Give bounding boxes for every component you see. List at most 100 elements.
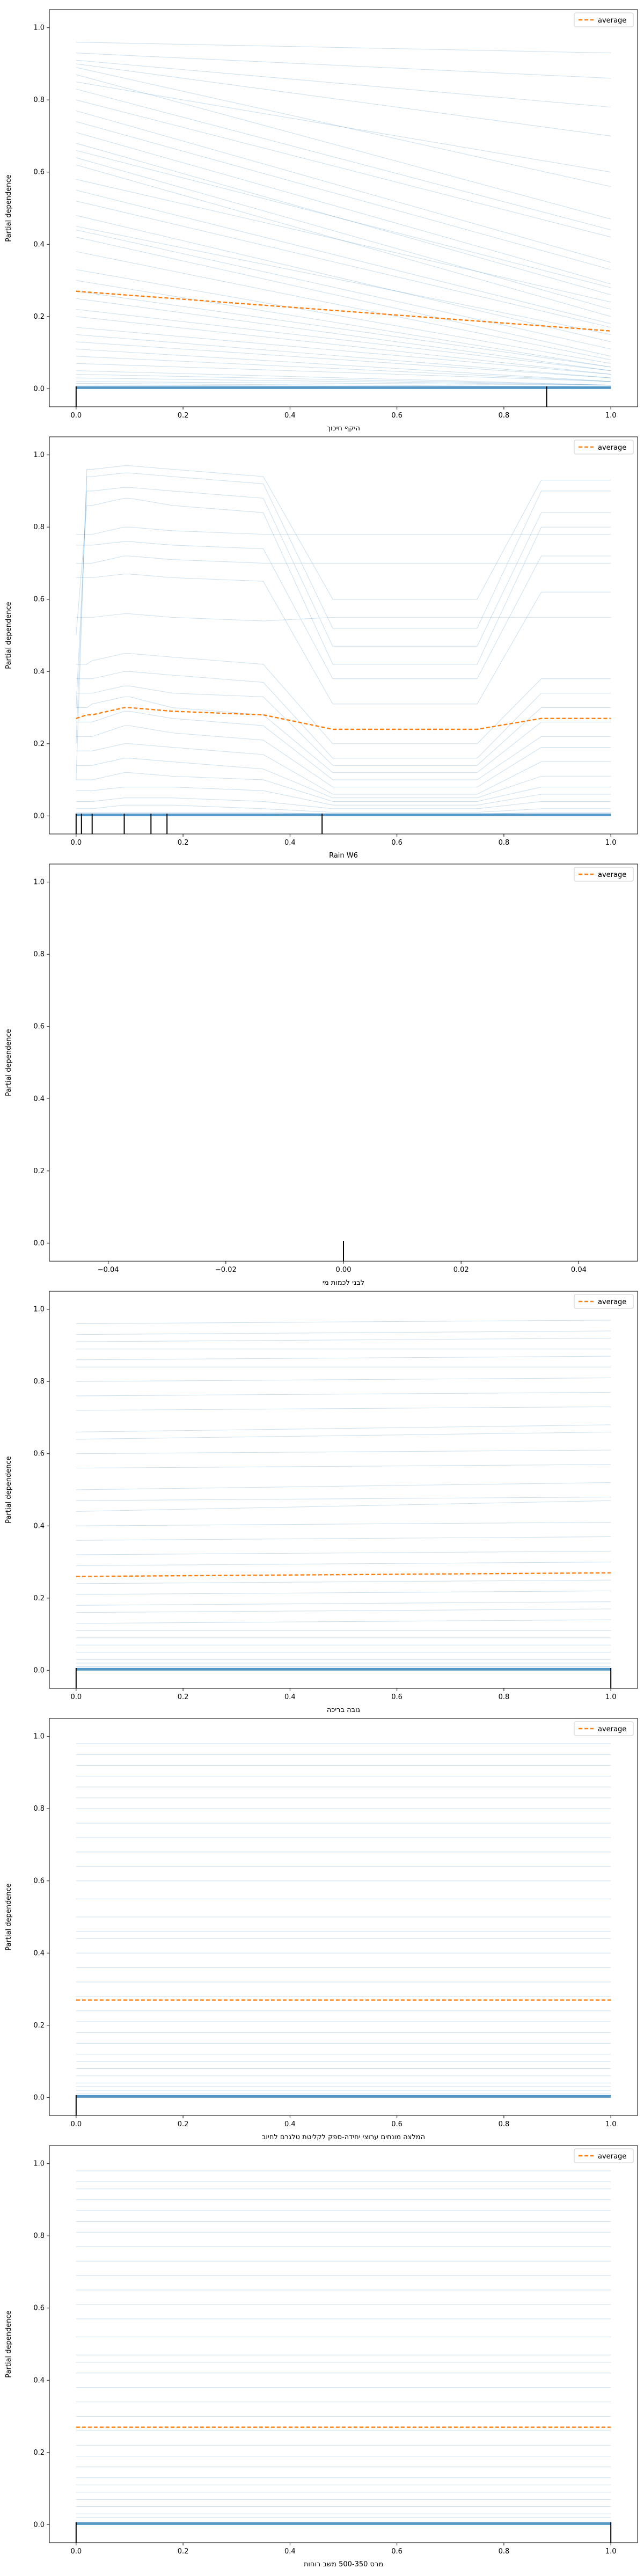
y-axis-label: Partial dependence — [5, 2310, 13, 2377]
ice-line — [76, 497, 611, 665]
ice-line — [76, 555, 611, 564]
axes-frame — [49, 1291, 638, 1689]
ice-line — [76, 374, 611, 386]
y-tick-label: 0.8 — [33, 2232, 45, 2240]
ice-line — [76, 179, 611, 303]
chart-panel-6: 0.0 0.2 0.4 0.6 0.8 1.0 0.0 0.2 0.4 0.6 0.8 1.0 מרס … — [5, 2145, 638, 2568]
ice-line — [76, 1320, 611, 1324]
y-tick-label: 0.6 — [33, 2304, 45, 2312]
x-tick-label: 0.6 — [391, 412, 402, 420]
ice-line — [76, 1337, 611, 1342]
x-tick-label: 0.2 — [178, 1693, 189, 1701]
ice-line — [76, 758, 611, 799]
y-tick-label: 0.4 — [33, 2376, 45, 2384]
ice-line — [76, 1330, 611, 1335]
ice-line — [76, 41, 611, 54]
y-tick-label: 0.8 — [33, 523, 45, 531]
legend: average — [574, 867, 634, 882]
ice-line — [76, 269, 611, 364]
legend: average — [574, 1294, 634, 1309]
legend: average — [574, 2148, 634, 2163]
ice-line — [76, 685, 611, 766]
x-ticks: 0.0 0.2 0.4 0.6 0.8 1.0 — [70, 1688, 617, 1701]
ice-line — [76, 1406, 611, 1411]
x-tick-label: 0.8 — [499, 412, 510, 420]
x-tick-label: 0.4 — [284, 1693, 296, 1701]
chart-panel-4: 0.0 0.2 0.4 0.6 0.8 1.0 0.0 0.2 0.4 0.6 0.8 1.0 גובה… — [5, 1291, 638, 1714]
x-tick-label: 1.0 — [605, 2548, 617, 2556]
ice-line — [76, 157, 611, 310]
ice-line — [76, 189, 611, 324]
x-axis-label: המלצה מונחים ערוצי יחידה-ספק לקליטת טלגר… — [262, 2133, 425, 2141]
y-tick-label: 0.0 — [33, 1239, 45, 1247]
x-tick-label: 0.0 — [70, 412, 82, 420]
rug-marks — [75, 1668, 612, 1688]
y-tick-label: 0.6 — [33, 1450, 45, 1458]
ice-line — [76, 60, 611, 108]
ice-line — [76, 63, 611, 136]
y-tick-label: 0.2 — [33, 740, 45, 748]
y-axis-label: Partial dependence — [5, 1883, 13, 1950]
x-tick-label: 1.0 — [605, 1693, 617, 1701]
ice-line — [76, 1619, 611, 1624]
ice-line — [76, 280, 611, 368]
x-tick-label: 0.2 — [178, 839, 189, 847]
ice-line — [76, 251, 611, 361]
ice-line — [76, 110, 611, 263]
ice-line — [76, 472, 611, 744]
x-tick-label: 0.04 — [571, 1266, 587, 1274]
y-axis-label: Partial dependence — [5, 1456, 13, 1523]
chart-panel-2: 0.0 0.2 0.4 0.6 0.8 1.0 0.0 0.2 0.4 0.6 0.8 1.0 Rain… — [5, 436, 638, 860]
y-tick-label: 0.8 — [33, 1378, 45, 1386]
ice-line — [76, 1500, 611, 1512]
y-tick-label: 0.0 — [33, 2094, 45, 2102]
ice-line — [76, 653, 611, 744]
y-tick-label: 0.0 — [33, 1666, 45, 1674]
y-tick-label: 0.4 — [33, 1095, 45, 1103]
ice-line — [76, 143, 611, 295]
legend-average-label: average — [598, 871, 626, 879]
y-axis-label: Partial dependence — [5, 602, 13, 669]
chart-panel-5: 0.0 0.2 0.4 0.6 0.8 1.0 0.0 0.2 0.4 0.6 0.8 1.0 המלצ… — [5, 1718, 638, 2141]
y-tick-label: 1.0 — [33, 2160, 45, 2168]
y-ticks: 0.0 0.2 0.4 0.6 0.8 1.0 — [33, 451, 49, 820]
legend-average-label: average — [598, 1725, 626, 1733]
ice-line — [76, 82, 611, 173]
y-tick-label: 0.2 — [33, 2449, 45, 2457]
ice-line — [76, 772, 611, 802]
rug-marks — [75, 814, 323, 834]
x-ticks: 0.0 0.2 0.4 0.6 0.8 1.0 — [70, 834, 617, 847]
ice-lines — [76, 2170, 611, 2525]
ice-line — [76, 1536, 611, 1541]
x-ticks: 0.0 0.2 0.4 0.6 0.8 1.0 — [70, 2543, 617, 2556]
x-tick-label: −0.02 — [215, 1266, 237, 1274]
x-ticks: 0.0 0.2 0.4 0.6 0.8 1.0 — [70, 407, 617, 420]
x-axis-label: היקף חיכוך — [327, 425, 360, 433]
ice-line — [76, 804, 611, 813]
average-line — [76, 1572, 611, 1577]
ice-line — [76, 334, 611, 378]
ice-line — [76, 348, 611, 382]
y-tick-label: 0.2 — [33, 313, 45, 321]
rug-marks — [75, 2522, 612, 2543]
ice-line — [76, 67, 611, 187]
ice-lines — [76, 1320, 611, 1671]
ice-line — [76, 99, 611, 238]
ice-line — [76, 309, 611, 371]
x-tick-label: 0.8 — [499, 1693, 510, 1701]
ice-line — [76, 356, 611, 382]
ice-line — [76, 743, 611, 795]
ice-line — [76, 1521, 611, 1526]
ice-line — [76, 1450, 611, 1454]
y-tick-label: 0.2 — [33, 1594, 45, 1602]
y-ticks: 0.0 0.2 0.4 0.6 0.8 1.0 — [33, 1733, 49, 2102]
ice-line — [76, 1608, 611, 1613]
ice-line — [76, 341, 611, 378]
y-tick-label: 0.6 — [33, 1877, 45, 1885]
x-tick-label: 0.2 — [178, 412, 189, 420]
ice-lines — [76, 1743, 611, 2098]
x-tick-label: 0.6 — [391, 1693, 402, 1701]
y-tick-label: 0.0 — [33, 812, 45, 820]
ice-line — [76, 1431, 611, 1440]
y-tick-label: 0.4 — [33, 668, 45, 676]
